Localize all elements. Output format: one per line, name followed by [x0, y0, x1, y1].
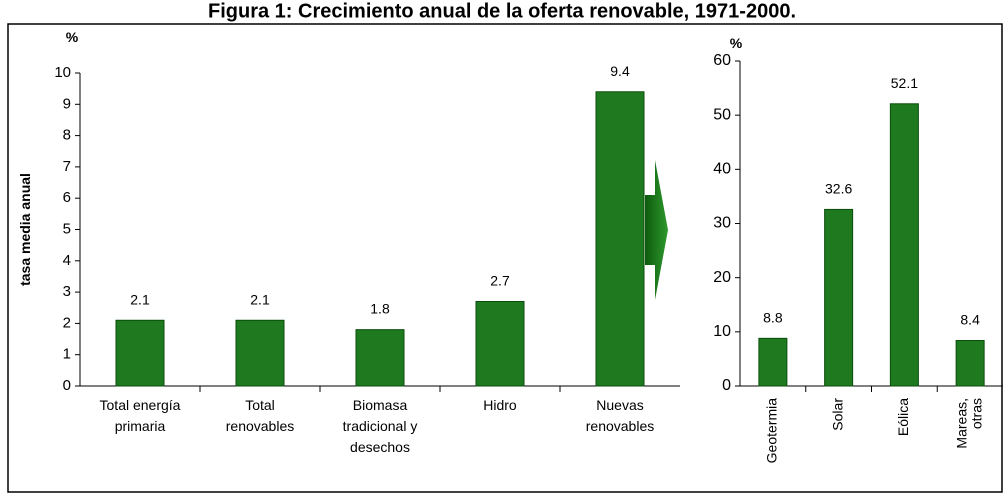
y-tick-label: 6	[63, 189, 71, 206]
value-label: 1.8	[370, 301, 390, 317]
x-tick-label: Geotermia	[764, 398, 780, 464]
unit-label: %	[730, 35, 743, 51]
y-tick-label: 20	[713, 269, 731, 286]
unit-label: %	[66, 29, 79, 45]
x-tick-label: desechos	[350, 439, 410, 455]
bar	[235, 319, 285, 387]
y-tick-label: 50	[713, 106, 731, 123]
y-tick-label: 1	[63, 346, 71, 363]
y-axis-label: tasa media anual	[17, 173, 33, 286]
bar	[955, 340, 985, 387]
y-tick-label: 0	[63, 377, 71, 394]
x-tick-label: Biomasa	[353, 397, 408, 413]
y-tick-label: 9	[63, 95, 71, 112]
y-tick-label: 10	[713, 323, 731, 340]
y-tick-label: 60	[713, 52, 731, 69]
frame	[7, 23, 1003, 493]
bar	[595, 91, 645, 387]
x-tick-label: Hidro	[483, 397, 517, 413]
x-tick-label: Total	[245, 397, 275, 413]
x-tick-label: Nuevas	[596, 397, 643, 413]
y-tick-label: 40	[713, 161, 731, 178]
value-label: 2.7	[490, 272, 510, 288]
x-tick-label: primaria	[115, 418, 166, 434]
bar	[824, 208, 854, 387]
value-label: 9.4	[610, 63, 630, 79]
x-tick-label: renovables	[586, 418, 655, 434]
arrow	[645, 160, 668, 300]
y-tick-label: 7	[63, 158, 71, 175]
figure-title: Figura 1: Crecimiento anual de la oferta…	[208, 0, 796, 22]
bar	[355, 329, 405, 387]
x-tick-label: renovables	[226, 418, 295, 434]
y-tick-label: 5	[63, 220, 71, 237]
value-label: 8.4	[960, 312, 980, 328]
y-tick-label: 3	[63, 283, 71, 300]
x-tick-label: Total energía	[100, 397, 181, 413]
value-label: 2.1	[250, 291, 270, 307]
x-tick-label: Eólica	[895, 398, 911, 436]
value-label: 32.6	[825, 180, 852, 196]
value-label: 8.8	[763, 309, 783, 325]
bar	[889, 103, 919, 387]
y-tick-label: 4	[63, 252, 71, 269]
bar	[758, 337, 788, 387]
x-tick-label: Solar	[829, 398, 845, 431]
x-tick-label: Mareas,	[953, 398, 969, 449]
y-tick-label: 2	[63, 314, 71, 331]
y-tick-label: 30	[713, 215, 731, 232]
x-tick-label: otras	[968, 398, 984, 429]
y-tick-label: 8	[63, 127, 71, 144]
bar	[115, 319, 165, 387]
y-tick-label: 0	[722, 377, 731, 394]
value-label: 2.1	[130, 291, 150, 307]
x-tick-label: tradicional y	[343, 418, 418, 434]
y-tick-label: 10	[54, 64, 71, 81]
value-label: 52.1	[891, 75, 918, 91]
bar	[475, 300, 525, 387]
